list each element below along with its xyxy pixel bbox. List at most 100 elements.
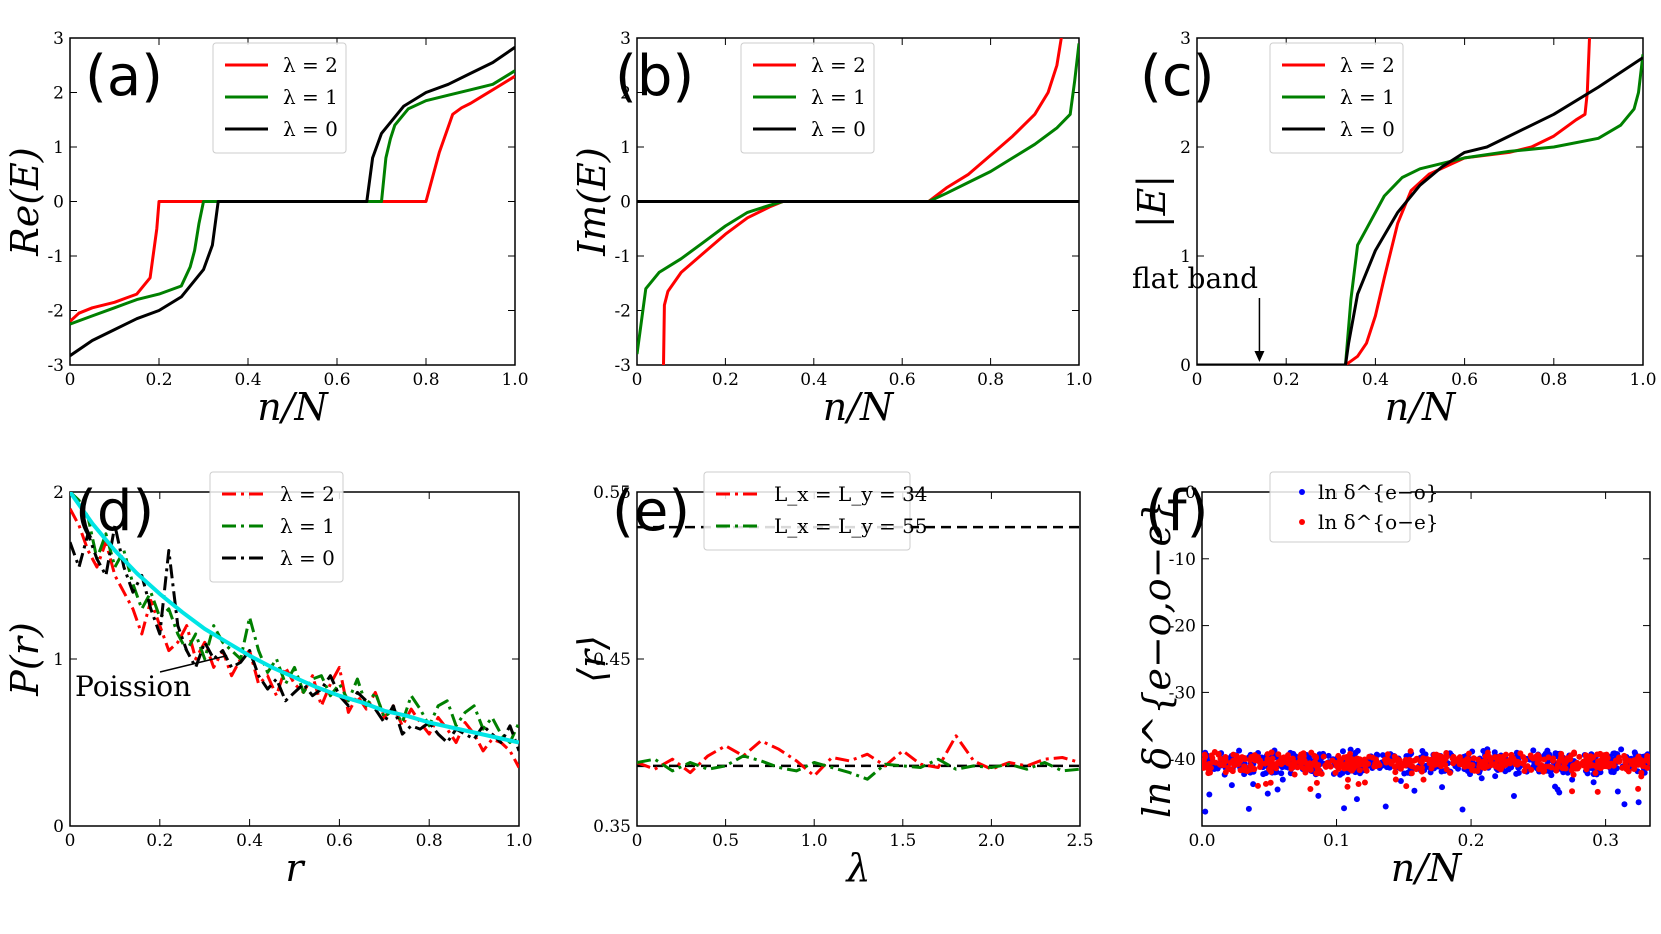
scatter-point [1494,756,1501,763]
x-tick-label: 0.8 [977,370,1004,390]
y-tick-label: 3 [620,29,631,49]
scatter-point [1558,756,1565,763]
y-tick-label: 1 [1180,247,1191,267]
x-axis-label: n/N [1391,846,1463,890]
y-tick-label: -2 [614,302,631,322]
scatter-point [1329,757,1336,764]
scatter-point [1406,759,1413,766]
series-line [1197,56,1643,365]
scatter-point [1541,756,1548,763]
scatter-point [1407,748,1414,755]
scatter-point [1244,768,1251,775]
scatter-point [1568,752,1575,759]
scatter-point [1646,759,1650,766]
scatter-point [1593,764,1600,771]
scatter-point [1215,751,1222,758]
legend-marker [1299,489,1305,495]
scatter-point [1528,766,1535,773]
panel-label: (f) [1145,479,1208,544]
scatter-point [1432,761,1439,768]
scatter-point [1638,773,1645,780]
legend-label: ln δ^{e−o} [1318,480,1439,504]
x-tick-label: 0.2 [145,370,172,390]
scatter-point [1250,781,1257,788]
x-tick-label: 1.0 [505,831,532,851]
scatter-point [1315,792,1322,799]
scatter-point [1514,761,1521,768]
legend: λ = 2 λ = 1 λ = 0 [1269,42,1404,154]
y-tick-label: 0 [53,817,64,837]
legend-box [212,42,347,154]
scatter-point [1412,756,1419,763]
panel-label: (c) [1140,44,1214,109]
scatter-point [1202,808,1209,815]
scatter-point [1604,754,1611,761]
x-tick-label: 1.0 [501,370,528,390]
legend-label: λ = 2 [283,53,338,77]
scatter-point [1241,763,1248,770]
y-tick-label: 1 [620,138,631,158]
scatter-point [1332,769,1339,776]
plot-area [1197,38,1643,365]
scatter-point [1209,755,1216,762]
x-axis-label: n/N [823,385,895,429]
scatter-point [1435,752,1442,759]
plot-area [637,525,1080,781]
x-tick-label: 0 [632,831,643,851]
legend-box [1269,471,1411,543]
scatter-point [1493,762,1500,769]
scatter-point [1610,762,1617,769]
plot-area [1202,746,1650,815]
x-tick-label: 0 [632,370,643,390]
scatter-point [1535,753,1542,760]
scatter-point [1583,766,1590,773]
scatter-point [1257,764,1264,771]
x-tick-label: 0.4 [234,370,261,390]
scatter-point [1354,747,1361,754]
x-tick-label: 0.8 [416,831,443,851]
x-axis-label: n/N [257,385,329,429]
scatter-point [1344,776,1351,783]
legend: λ = 2 λ = 1 λ = 0 [740,42,875,154]
scatter-point [1438,763,1445,770]
y-tick-label: 2 [1180,138,1191,158]
scatter-point [1431,751,1438,758]
scatter-point [1285,755,1292,762]
x-tick-label: 0.6 [889,370,916,390]
scatter-point [1569,788,1576,795]
y-tick-label: 2 [53,84,64,104]
scatter-point [1396,761,1403,768]
scatter-point [1278,770,1285,777]
x-tick-label: 0.3 [1592,831,1619,851]
x-tick-label: 0.4 [1362,370,1389,390]
series-line [637,754,1080,781]
scatter-point [1391,753,1398,760]
scatter-point [1635,799,1642,806]
scatter-point [1471,767,1478,774]
scatter-point [1202,764,1207,771]
panel-label: (b) [615,44,694,109]
x-tick-label: 0.4 [800,370,827,390]
y-tick-label: 0 [1185,483,1196,503]
scatter-point [1408,770,1415,777]
scatter-point [1502,751,1509,758]
scatter-point [1274,786,1281,793]
scatter-point [1355,781,1362,788]
scatter-point [1339,748,1346,755]
x-tick-label: 0.6 [323,370,350,390]
x-tick-label: 0.0 [1188,831,1215,851]
scatter-point [1455,755,1462,762]
legend-label: λ = 0 [283,117,338,141]
scatter-point [1339,762,1346,769]
scatter-point [1403,783,1410,790]
legend-label: λ = 2 [1340,53,1395,77]
scatter-point [1629,761,1636,768]
scatter-point [1318,770,1325,777]
panel-label: (a) [85,44,163,109]
x-tick-label: 0.6 [1451,370,1478,390]
scatter-point [1449,755,1456,762]
scatter-point [1392,776,1399,783]
scatter-point [1356,767,1363,774]
legend-label: L_x = L_y = 55 [774,514,928,538]
scatter-point [1479,764,1486,771]
